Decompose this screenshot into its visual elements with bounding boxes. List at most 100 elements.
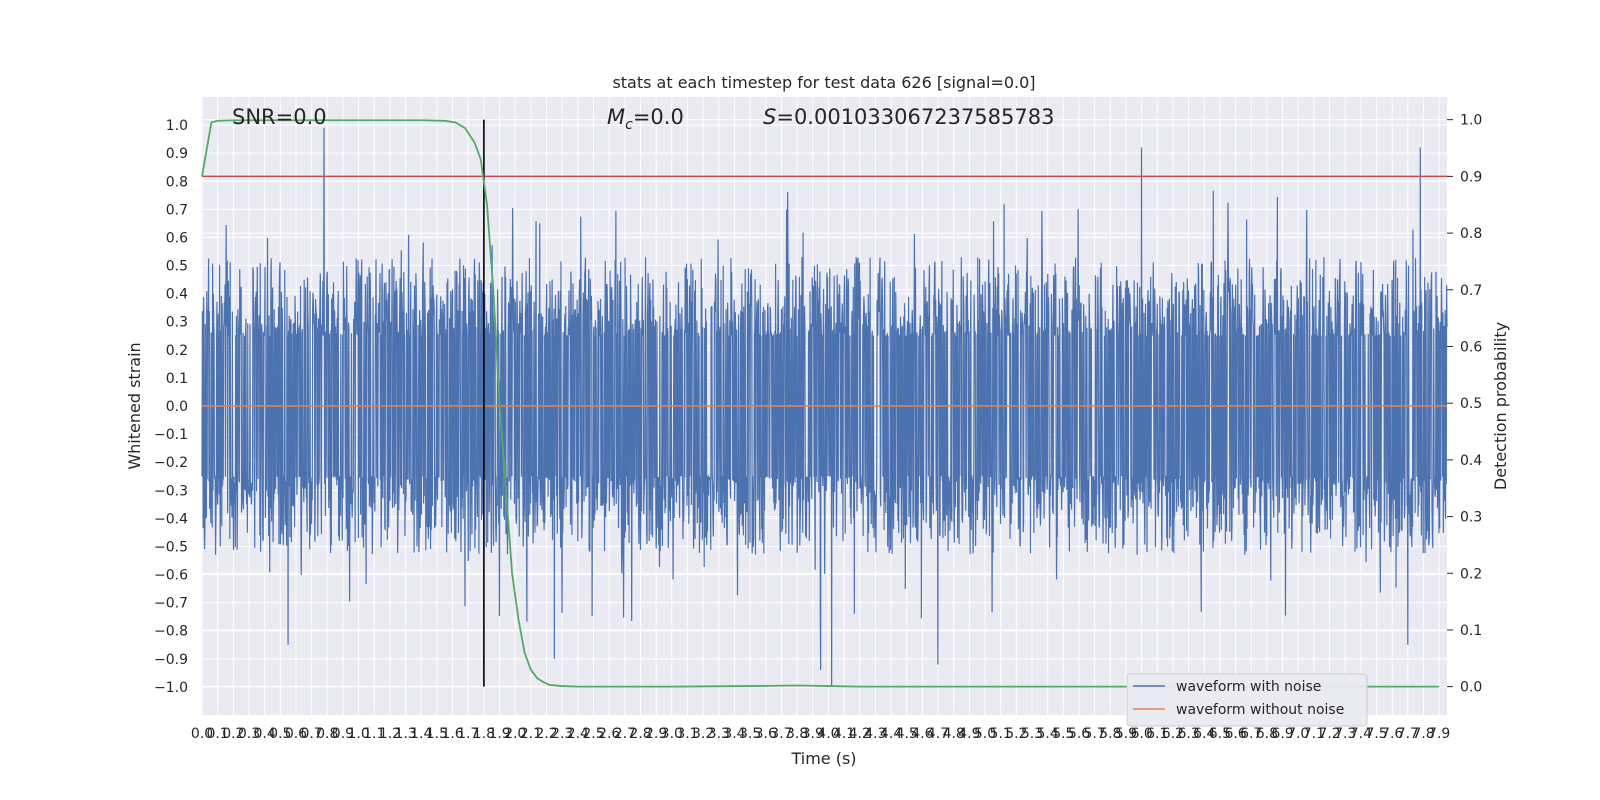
x-tick-label: 5.2 (1005, 726, 1027, 742)
x-tick-label: 2.7 (614, 726, 636, 742)
x-tick-label: 2.5 (582, 726, 604, 742)
y-right-tick-label: 0.6 (1460, 339, 1482, 355)
x-tick-label: 7.5 (1365, 726, 1387, 742)
x-tick-label: 3.3 (708, 726, 730, 742)
x-tick-label: 0.0 (191, 726, 213, 742)
y-right-tick-label: 0.8 (1460, 226, 1482, 242)
x-tick-label: 2.0 (504, 726, 526, 742)
y-right-tick-label: 0.3 (1460, 510, 1482, 526)
y-right-tick-label: 1.0 (1460, 113, 1482, 129)
x-tick-label: 7.4 (1350, 726, 1372, 742)
x-tick-label: 3.7 (770, 726, 792, 742)
x-tick-label: 7.8 (1412, 726, 1434, 742)
x-tick-label: 5.8 (1099, 726, 1121, 742)
y-left-tick-label: 0.5 (166, 259, 188, 275)
y-left-tick-label: 0.8 (166, 174, 188, 190)
y-left-tick-label: 1.0 (166, 118, 188, 134)
x-tick-label: 6.0 (1130, 726, 1152, 742)
waveform-with-noise-line (201, 127, 1448, 687)
x-axis-label: Time (s) (790, 749, 856, 768)
x-tick-label: 5.9 (1115, 726, 1137, 742)
x-tick-label: 4.9 (958, 726, 980, 742)
x-tick-label: 2.2 (535, 726, 557, 742)
x-tick-label: 3.5 (739, 726, 761, 742)
y-axis-right-label: Detection probability (1491, 322, 1510, 490)
y-right-tick-label: 0.2 (1460, 566, 1482, 582)
legend: waveform with noise waveform without noi… (1126, 673, 1368, 727)
y-left-tick-label: −0.6 (154, 568, 188, 584)
y-left-tick-label: 0.6 (166, 230, 188, 246)
overlays (201, 119, 1447, 688)
annotation-s: S=0.001033067237585783 (763, 105, 1054, 129)
x-tick-label: 0.3 (238, 726, 260, 742)
x-tick-label: 7.1 (1303, 726, 1325, 742)
x-tick-label: 0.8 (316, 726, 338, 742)
x-tick-label: 5.1 (990, 726, 1012, 742)
x-tick-label: 2.4 (567, 726, 589, 742)
x-tick-label: 4.6 (911, 726, 933, 742)
y-axis-right: 1.0 0.9 0.8 0.7 0.6 0.5 0.4 0.3 0.2 0.1 0.0 (1447, 113, 1482, 696)
x-tick-label: 4.1 (833, 726, 855, 742)
x-tick-label: 3.1 (676, 726, 698, 742)
x-tick-label: 3.8 (786, 726, 808, 742)
x-tick-label: 6.5 (1209, 726, 1231, 742)
x-tick-label: 7.0 (1287, 726, 1309, 742)
x-tick-label: 2.6 (598, 726, 620, 742)
x-tick-label: 3.2 (692, 726, 714, 742)
y-right-tick-label: 0.5 (1460, 396, 1482, 412)
x-tick-label: 1.8 (473, 726, 495, 742)
x-tick-label: 7.9 (1428, 726, 1450, 742)
annotation-mc: Mc=0.0 (607, 105, 684, 133)
x-tick-label: 0.5 (269, 726, 291, 742)
x-tick-label: 0.2 (222, 726, 244, 742)
x-tick-label: 2.8 (629, 726, 651, 742)
x-tick-label: 3.4 (723, 726, 745, 742)
x-tick-label: 1.3 (394, 726, 416, 742)
y-axis-left-label: Whitened strain (125, 342, 144, 469)
x-tick-label: 3.6 (755, 726, 777, 742)
x-tick-label: 6.4 (1193, 726, 1215, 742)
y-left-tick-label: 0.4 (166, 287, 188, 303)
x-tick-label: 5.3 (1021, 726, 1043, 742)
y-left-tick-label: −0.9 (154, 652, 188, 668)
y-right-tick-label: 0.1 (1460, 623, 1482, 639)
legend-box (1126, 673, 1368, 727)
y-right-tick-label: 0.4 (1460, 453, 1482, 469)
x-tick-label: 7.3 (1334, 726, 1356, 742)
x-tick-label: 0.7 (300, 726, 322, 742)
x-tick-label: 2.3 (551, 726, 573, 742)
y-left-tick-label: 0.3 (166, 315, 188, 331)
x-tick-label: 5.5 (1052, 726, 1074, 742)
y-right-tick-label: 0.7 (1460, 283, 1482, 299)
x-tick-label: 0.1 (207, 726, 229, 742)
x-tick-label: 1.5 (426, 726, 448, 742)
x-axis: 0.00.10.20.30.40.50.60.70.80.91.01.11.21… (191, 726, 1450, 742)
x-tick-label: 6.7 (1240, 726, 1262, 742)
y-left-tick-label: 0.7 (166, 202, 188, 218)
chart-title: stats at each timestep for test data 626… (612, 73, 1035, 92)
x-tick-label: 5.4 (1037, 726, 1059, 742)
annotation-snr: SNR=0.0 (232, 105, 327, 129)
x-tick-label: 7.6 (1381, 726, 1403, 742)
x-tick-label: 4.5 (896, 726, 918, 742)
x-tick-label: 2.9 (645, 726, 667, 742)
x-tick-label: 7.2 (1318, 726, 1340, 742)
x-tick-label: 1.0 (347, 726, 369, 742)
y-left-tick-label: 0.9 (166, 146, 188, 162)
y-left-tick-label: −0.1 (154, 427, 188, 443)
x-tick-label: 0.4 (254, 726, 276, 742)
x-tick-label: 4.7 (927, 726, 949, 742)
x-tick-label: 0.6 (285, 726, 307, 742)
x-tick-label: 6.8 (1256, 726, 1278, 742)
y-left-tick-label: −0.3 (154, 483, 188, 499)
x-tick-label: 4.0 (817, 726, 839, 742)
x-tick-label: 6.1 (1146, 726, 1168, 742)
legend-label-waveform-without-noise: waveform without noise (1176, 702, 1344, 718)
y-left-tick-label: −0.7 (154, 596, 188, 612)
x-tick-label: 5.0 (974, 726, 996, 742)
x-tick-label: 4.3 (864, 726, 886, 742)
legend-label-waveform-with-noise: waveform with noise (1176, 679, 1321, 695)
x-tick-label: 6.2 (1162, 726, 1184, 742)
x-tick-label: 1.7 (457, 726, 479, 742)
y-right-tick-label: 0.9 (1460, 169, 1482, 185)
